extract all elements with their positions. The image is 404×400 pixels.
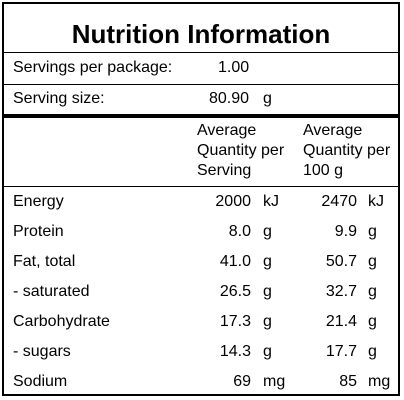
per-serving-value: 69 [233,373,251,390]
per-100g-value: 9.9 [334,223,357,240]
per-serving-value: 41.0 [219,253,251,270]
per-serving-unit: g [263,283,272,300]
nutrient-name: - sugars [13,343,71,360]
nutrition-information-panel: Nutrition Information Servings per packa… [2,2,400,396]
nutrient-name: Sodium [13,373,68,390]
servings-value: 1.00 [218,59,250,76]
per-100g-value: 50.7 [325,253,357,270]
per-serving-value: 17.3 [219,313,251,330]
per-100g-unit: g [368,283,377,300]
column-header-line: Average [303,122,363,139]
column-header-line: Serving [197,162,252,179]
per-100g-value: 21.4 [325,313,357,330]
nutrient-name: Energy [13,193,64,210]
per-serving-unit: g [263,313,272,330]
nutrient-name: Protein [13,223,64,240]
column-header-line: 100 g [303,162,344,179]
per-100g-value: 2470 [321,193,357,210]
header-divider-thick [4,114,398,118]
per-serving-value: 8.0 [228,223,251,240]
per-100g-unit: g [368,223,377,240]
nutrient-name: - saturated [13,283,90,300]
column-header-line: Quantity per [303,142,391,159]
servings-label: Servings per package: [13,59,173,76]
per-serving-value: 2000 [215,193,251,210]
per-100g-unit: g [368,253,377,270]
serving-size-value: 80.90 [208,90,249,107]
per-100g-value: 32.7 [325,283,357,300]
per-serving-unit: g [263,223,272,240]
per-100g-unit: kJ [368,193,384,210]
nutrient-table-divider [4,186,398,187]
servings-divider [4,84,398,85]
title-divider [4,52,398,53]
nutrient-name: Fat, total [13,253,76,270]
panel-title: Nutrition Information [71,19,331,49]
per-100g-value: 85 [339,373,357,390]
per-100g-unit: g [368,343,377,360]
column-header-line: Average [197,122,257,139]
per-serving-unit: mg [263,373,286,390]
per-100g-value: 17.7 [325,343,357,360]
column-header-line: Quantity per [197,142,285,159]
serving-size-label: Serving size: [13,90,105,107]
per-serving-unit: kJ [263,193,279,210]
per-serving-value: 14.3 [219,343,251,360]
per-100g-unit: g [368,313,377,330]
per-100g-unit: mg [368,373,391,390]
serving-size-unit: g [263,90,272,107]
per-serving-unit: g [263,253,272,270]
per-serving-unit: g [263,343,272,360]
per-serving-value: 26.5 [219,283,251,300]
nutrient-name: Carbohydrate [13,313,110,330]
